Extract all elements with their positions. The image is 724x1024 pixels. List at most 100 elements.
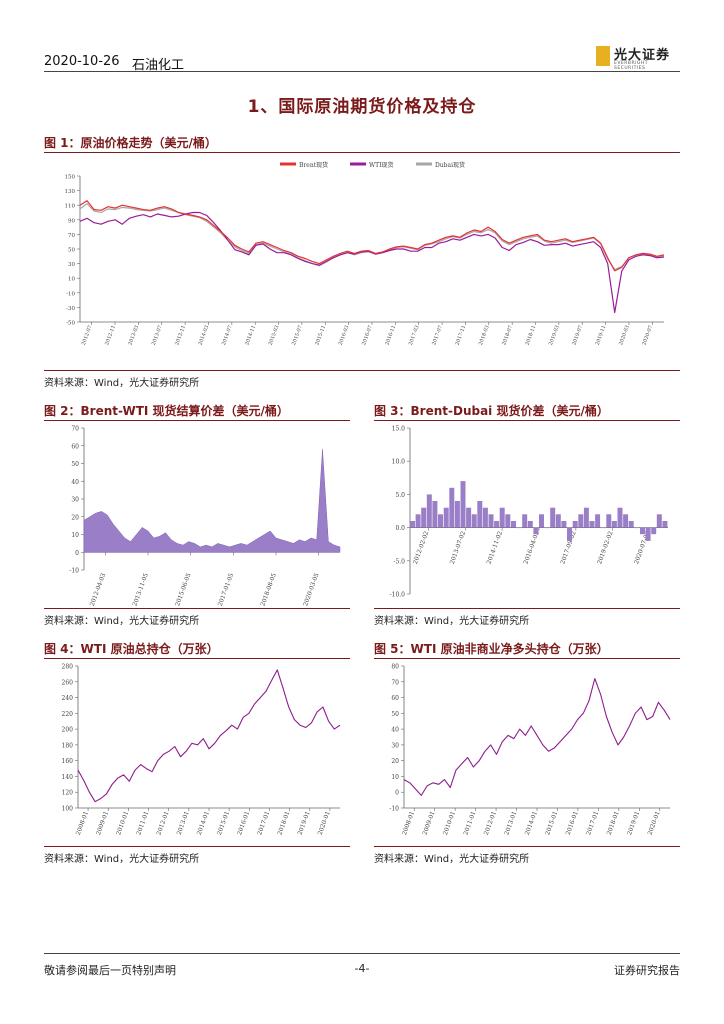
fig3-bar [454, 501, 460, 528]
fig4-source-rule [44, 846, 350, 847]
fig4-y-tick-label: 280 [62, 664, 74, 671]
fig1-x-tick-label: 2017-03 [408, 325, 421, 347]
fig3-bar [466, 507, 472, 528]
fig1-y-tick-label: 50 [68, 248, 75, 254]
fig3-bar [522, 514, 528, 528]
fig4-x-tick-label: 2016-01 [236, 810, 251, 836]
fig1-x-tick-label: 2014-07 [221, 325, 234, 347]
fig1-y-tick-label: 150 [65, 175, 76, 181]
footer-divider [44, 953, 680, 954]
fig1-x-tick-label: 2020-03 [618, 325, 631, 347]
fig1-x-tick-label: 2015-11 [314, 325, 327, 347]
fig5-y-tick-label: 0 [395, 790, 399, 797]
report-sector: 石油化工 [132, 58, 185, 73]
broker-logo: 光大证券 EVERBRIGHT SECURITIES [596, 44, 680, 71]
fig5-x-tick-label: 2008-01 [401, 810, 416, 836]
fig2-y-tick-label: 50 [71, 461, 79, 468]
fig3-y-tick-label: 15.0 [392, 426, 406, 433]
fig1-x-tick-label: 2015-07 [291, 325, 304, 347]
fig5-source: 资料来源：Wind，光大证券研究所 [374, 854, 530, 865]
fig3-source: 资料来源：Wind，光大证券研究所 [374, 616, 530, 627]
fig5-y-tick-label: 70 [391, 679, 399, 686]
fig3-bar [460, 481, 466, 528]
fig3-bar [595, 514, 601, 528]
fig3-bar [471, 514, 477, 528]
footer-report-type: 证券研究报告 [614, 964, 680, 977]
fig3-bar [432, 501, 438, 528]
fig3-bar [449, 487, 455, 528]
fig2-chart: 70 60 50 40 30 20 10 0 -10 2012-04-03 2013-11-05 2… [69, 426, 341, 606]
fig1-x-tick-label: 2013-11 [174, 325, 187, 347]
fig3-x-tick-label: 2016-04-02 [522, 530, 540, 565]
fig5-x-tick-label: 2018-01 [606, 810, 621, 836]
fig3-bar [651, 527, 657, 535]
fig3-bar [640, 527, 645, 535]
fig3-bar [623, 514, 629, 528]
fig4-y-tick-label: 240 [62, 695, 74, 702]
fig4-x-tick-label: 2013-01 [176, 810, 191, 836]
fig3-x-tick-label: 2012-02-02 [412, 530, 430, 565]
fig5-x-tick-label: 2014-01 [524, 810, 539, 836]
fig3-bar [421, 507, 427, 528]
fig4-y-tick-label: 140 [62, 774, 74, 781]
fig2-x-tick-label: 2018-08-05 [259, 572, 277, 606]
fig5-y-tick-label: -10 [389, 806, 399, 813]
fig1-x-tick-label: 2016-03 [338, 325, 351, 347]
legend-dubai-label: Dubai现货 [435, 161, 465, 169]
fig4-x-tick-label: 2018-01 [276, 810, 291, 836]
fig1-x-tick-label: 2017-11 [455, 325, 468, 347]
fig3-bar [494, 521, 500, 528]
fig1-y-tick-label: -30 [66, 306, 75, 312]
fig1-legend: Brent现货 WTI现货 Dubai现货 [280, 161, 465, 169]
fig4-x-tick-label: 2009-01 [95, 810, 110, 836]
fig3-bar [572, 521, 578, 528]
fig3-bar [443, 507, 449, 528]
fig2-y-tick-label: 20 [71, 514, 79, 521]
fig4-x-tick-label: 2012-01 [155, 810, 170, 836]
fig2-title-rule [44, 420, 350, 421]
fig1-x-tick-label: 2012-11 [104, 325, 117, 347]
fig2-y-tick-label: 10 [71, 532, 79, 539]
fig3-y-tick-label: 0.0 [395, 525, 405, 532]
fig2-x-tick-label: 2013-11-05 [131, 572, 149, 606]
fig1-x-tick-label: 2014-03 [198, 325, 211, 347]
fig3-bar [488, 514, 494, 528]
fig4-x-tick-label: 2020-01 [317, 810, 332, 836]
fig2-title: 图 2：Brent-WTI 现货结算价差（美元/桶） [44, 404, 289, 418]
fig5-title-rule [374, 658, 680, 659]
fig4-y-tick-label: 200 [62, 727, 74, 734]
fig5-x-tick-label: 2015-01 [544, 810, 559, 836]
fig4-y-tick-label: 120 [62, 790, 74, 797]
fig2-source-rule [44, 608, 350, 609]
fig3-bar [583, 507, 589, 528]
fig5-y-tick-label: 80 [391, 664, 399, 671]
fig2-y-tick-label: 30 [71, 497, 79, 504]
fig1-title: 图 1：原油价格走势（美元/桶） [44, 136, 217, 150]
fig1-series-line-1 [79, 211, 665, 314]
fig1-x-tick-label: 2016-11 [384, 325, 397, 347]
fig1-series-line-2 [79, 203, 665, 271]
fig3-x-tick-label: 2014-11-02 [486, 530, 504, 565]
fig3-y-tick-label: -5.0 [393, 558, 405, 565]
fig1-x-tick-label: 2012-07 [81, 325, 94, 347]
footer-disclaimer: 敬请参阅最后一页特别声明 [44, 964, 176, 977]
fig4-y-tick-label: 220 [62, 711, 74, 718]
fig1-series-line-0 [79, 200, 665, 272]
fig5-x-tick-label: 2009-01 [421, 810, 436, 836]
fig1-x-tick-label: 2019-03 [548, 325, 561, 347]
fig3-bar [662, 521, 668, 528]
fig2-y-tick-label: 60 [71, 443, 79, 450]
fig3-bar [544, 527, 550, 529]
fig1-x-tick-label: 2020-07 [641, 325, 654, 347]
fig5-series-line-0 [403, 678, 671, 796]
fig2-x-tick-label: 2015-06-05 [174, 572, 192, 606]
fig5-y-tick-label: 10 [391, 774, 399, 781]
fig5-x-tick-label: 2020-01 [647, 810, 662, 836]
fig1-x-tick-label: 2018-11 [525, 325, 538, 347]
fig4-x-tick-label: 2008-01 [75, 810, 90, 836]
fig2-x-tick-label: 2020-03-05 [302, 572, 320, 606]
fig1-chart: Brent现货 WTI现货 Dubai现货 150 130 110 90 70 50 30 1… [65, 161, 665, 347]
fig1-x-tick-label: 2015-03 [268, 325, 281, 347]
fig4-source: 资料来源：Wind，光大证券研究所 [44, 854, 200, 865]
fig1-y-tick-label: -50 [66, 321, 75, 327]
